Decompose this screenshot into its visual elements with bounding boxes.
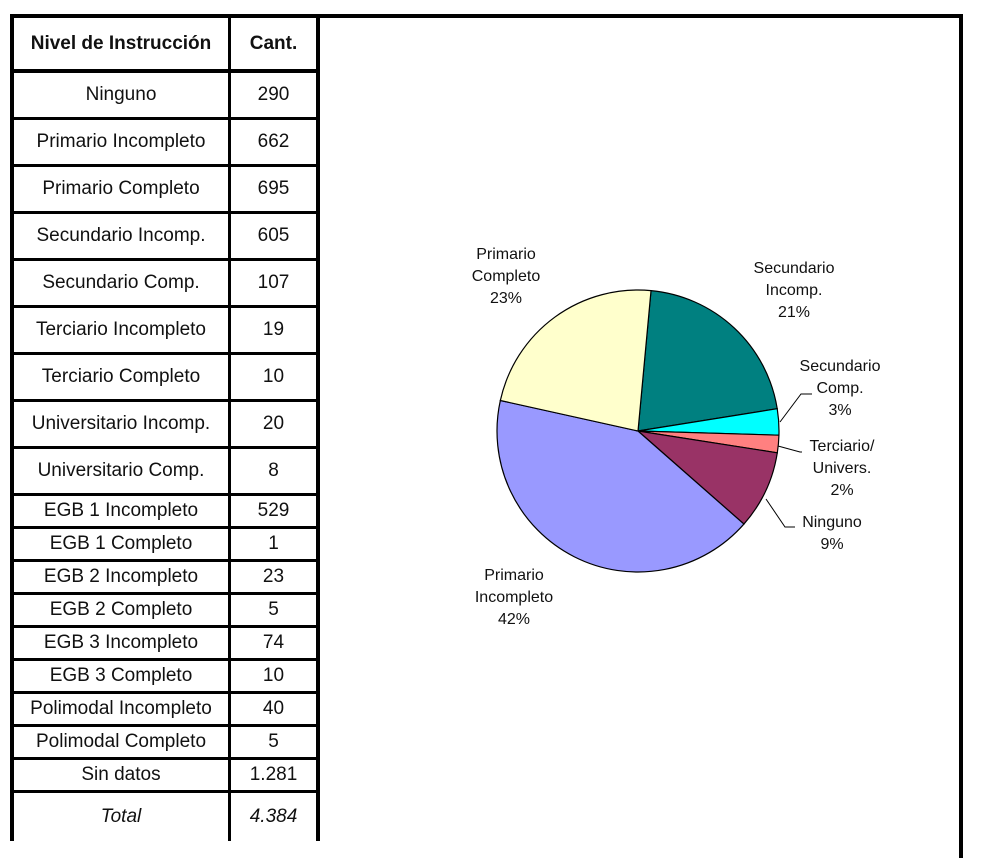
count-cell: 605 [228, 211, 320, 261]
level-cell: Primario Completo [10, 164, 231, 214]
pie-chart: Secundario Incomp. 21% Secundario Comp. 3% Ter… [472, 246, 881, 628]
level-cell: Universitario Incomp. [10, 399, 231, 449]
level-cell: Sin datos [10, 757, 231, 793]
pie-slice [496, 399, 745, 573]
slice-label: Univers. [813, 460, 872, 477]
pie-slice [637, 289, 778, 432]
level-cell: EGB 3 Incompleto [10, 625, 231, 661]
leader-line [779, 393, 812, 423]
level-cell: Terciario Incompleto [10, 305, 231, 355]
table-row: Primario Incompleto 662 [10, 117, 320, 167]
slice-label: Secundario [754, 260, 835, 277]
count-cell: 1 [228, 526, 320, 562]
count-cell: 5 [228, 592, 320, 628]
level-cell: Secundario Comp. [10, 258, 231, 308]
count-cell: 1.281 [228, 757, 320, 793]
level-cell: Polimodal Incompleto [10, 691, 231, 727]
count-cell: 10 [228, 658, 320, 694]
slice-label: Incompleto [475, 589, 553, 606]
table-row: EGB 2 Completo 5 [10, 592, 320, 628]
chart-panel: Secundario Incomp. 21% Secundario Comp. 3% Ter… [318, 14, 963, 858]
total-label: Total [10, 790, 231, 841]
slice-percent-label: 23% [490, 290, 522, 307]
level-cell: EGB 1 Completo [10, 526, 231, 562]
pie-slice [636, 430, 778, 525]
slice-label: Terciario/ [810, 438, 875, 455]
level-cell: Polimodal Completo [10, 724, 231, 760]
table-row: Universitario Comp. 8 [10, 446, 320, 496]
level-cell: Primario Incompleto [10, 117, 231, 167]
count-cell: 10 [228, 352, 320, 402]
table-row: Sin datos 1.281 [10, 757, 320, 793]
total-row: Total 4.384 [10, 790, 320, 841]
level-cell: Secundario Incomp. [10, 211, 231, 261]
table-row: Terciario Completo 10 [10, 352, 320, 402]
table-row: Polimodal Incompleto 40 [10, 691, 320, 727]
count-cell: 662 [228, 117, 320, 167]
table-row: Primario Completo 695 [10, 164, 320, 214]
count-cell: 5 [228, 724, 320, 760]
count-cell: 74 [228, 625, 320, 661]
count-cell: 19 [228, 305, 320, 355]
table-row: EGB 1 Completo 1 [10, 526, 320, 562]
count-cell: 23 [228, 559, 320, 595]
leader-line [777, 445, 802, 453]
slice-percent-label: 9% [820, 536, 843, 553]
header-count: Cant. [228, 14, 320, 73]
count-cell: 695 [228, 164, 320, 214]
education-table: Nivel de Instrucción Cant. Ninguno 290 Pri… [10, 14, 320, 841]
table-row: EGB 2 Incompleto 23 [10, 559, 320, 595]
level-cell: Terciario Completo [10, 352, 231, 402]
level-cell: Ninguno [10, 69, 231, 120]
slice-label: Primario [484, 567, 544, 584]
slice-percent-label: 2% [830, 482, 853, 499]
table-row: EGB 1 Incompleto 529 [10, 493, 320, 529]
slice-label: Completo [472, 268, 541, 285]
header-level: Nivel de Instrucción [10, 14, 231, 73]
count-cell: 20 [228, 399, 320, 449]
slice-label: Ninguno [802, 514, 862, 531]
table-row: Polimodal Completo 5 [10, 724, 320, 760]
count-cell: 529 [228, 493, 320, 529]
slice-percent-label: 42% [498, 611, 530, 628]
slice-label: Comp. [816, 380, 863, 397]
slice-percent-label: 21% [778, 304, 810, 321]
pie-slice [499, 289, 652, 432]
leader-line [765, 498, 795, 528]
level-cell: Universitario Comp. [10, 446, 231, 496]
table-row: EGB 3 Incompleto 74 [10, 625, 320, 661]
table-row: Terciario Incompleto 19 [10, 305, 320, 355]
count-cell: 290 [228, 69, 320, 120]
slice-label: Primario [476, 246, 536, 263]
level-cell: EGB 1 Incompleto [10, 493, 231, 529]
table-row: Ninguno 290 [10, 69, 320, 120]
level-cell: EGB 2 Incompleto [10, 559, 231, 595]
table-row: Secundario Incomp. 605 [10, 211, 320, 261]
count-cell: 107 [228, 258, 320, 308]
count-cell: 40 [228, 691, 320, 727]
table-row: Universitario Incomp. 20 [10, 399, 320, 449]
table-row: Secundario Comp. 107 [10, 258, 320, 308]
count-cell: 8 [228, 446, 320, 496]
level-cell: EGB 3 Completo [10, 658, 231, 694]
total-value: 4.384 [228, 790, 320, 841]
level-cell: EGB 2 Completo [10, 592, 231, 628]
slice-label: Secundario [800, 358, 881, 375]
table-row: EGB 3 Completo 10 [10, 658, 320, 694]
slice-label: Incomp. [766, 282, 823, 299]
slice-percent-label: 3% [828, 402, 851, 419]
